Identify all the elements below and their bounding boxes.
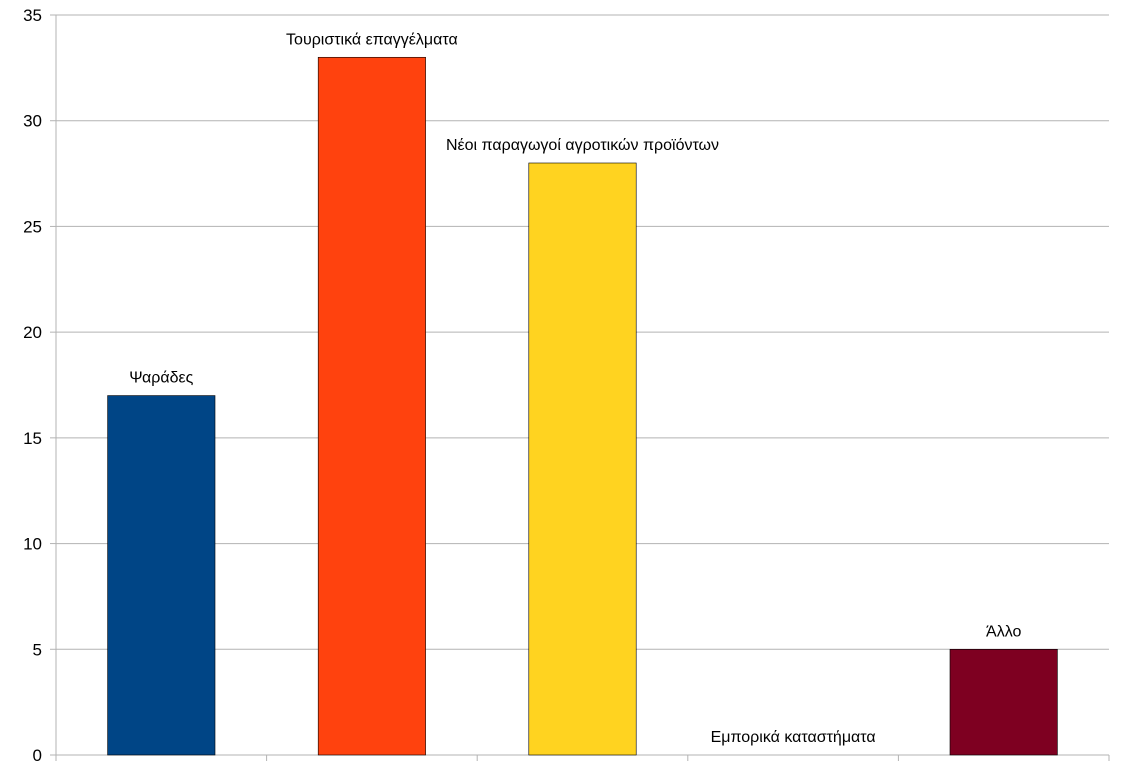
bar-category-label: Εμπορικά καταστήματα — [711, 729, 876, 746]
bar — [107, 395, 216, 756]
y-tick-label: 20 — [23, 323, 42, 342]
bar-category-label: Νέοι παραγωγοί αγροτικών προϊόντων — [446, 137, 719, 154]
bar-category-label: Ψαράδες — [129, 370, 193, 387]
y-tick-label: 15 — [23, 429, 42, 448]
bars — [107, 56, 1058, 756]
bar-category-label: Άλλο — [986, 623, 1021, 640]
y-tick-label: 35 — [23, 6, 42, 25]
y-tick-label: 10 — [23, 535, 42, 554]
y-tick-label: 25 — [23, 217, 42, 236]
y-tick-label: 0 — [33, 746, 42, 764]
bar — [949, 648, 1058, 756]
data-labels: Ψαράδες Τουριστικά επαγγέλματα Νέοι παραγω… — [129, 31, 1021, 746]
y-tick-label: 30 — [23, 112, 42, 131]
y-tick-label: 5 — [33, 640, 42, 659]
bar-category-label: Τουριστικά επαγγέλματα — [286, 31, 458, 48]
bar — [317, 56, 426, 756]
bar — [528, 162, 637, 756]
